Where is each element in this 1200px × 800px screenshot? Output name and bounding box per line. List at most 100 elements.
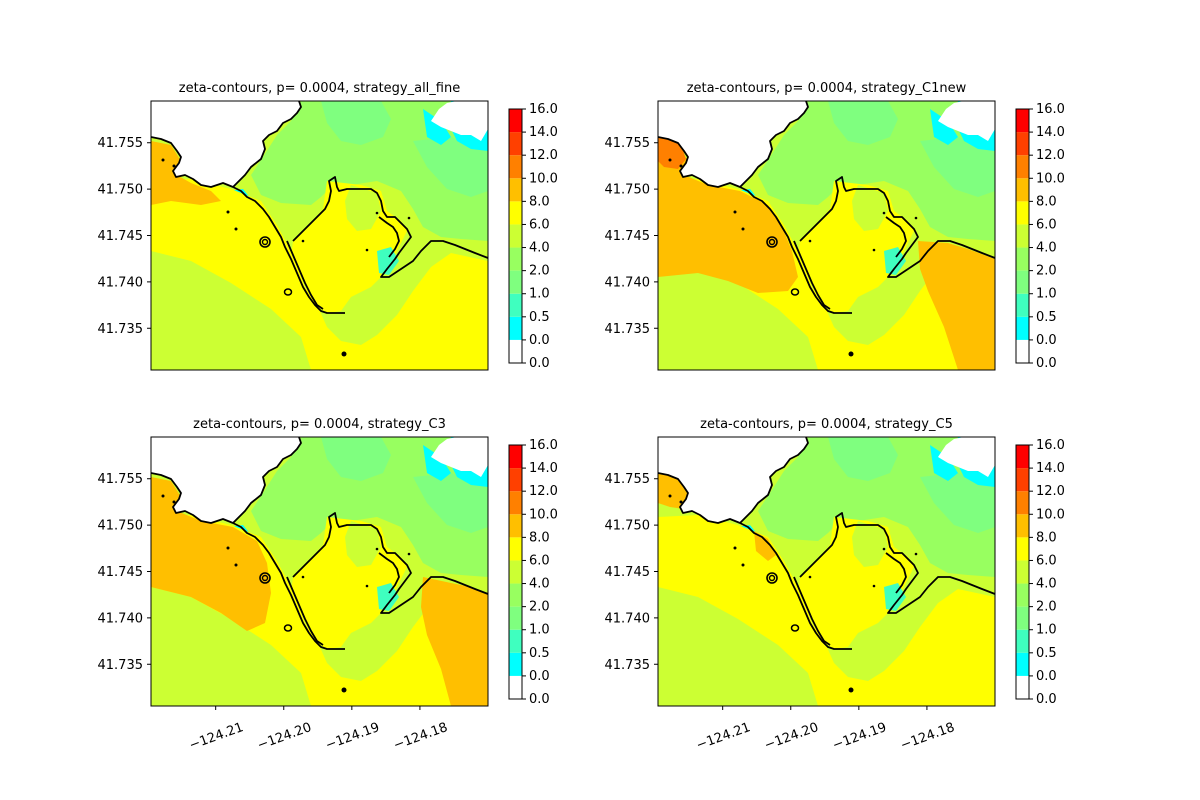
colorbar-tick-label: 16.0 — [529, 102, 558, 117]
colorbar-tick-label: 14.0 — [529, 461, 558, 476]
field-orange-zone — [658, 471, 688, 509]
field-cyan-patch — [930, 109, 958, 145]
colorbar-tick-label: 8.0 — [529, 194, 550, 209]
rock-dot — [365, 584, 369, 588]
colorbar-swatch — [509, 293, 522, 317]
rock-dot — [161, 494, 165, 498]
field-orange-zone — [151, 477, 271, 631]
y-tick-label: 41.750 — [98, 183, 144, 198]
colorbar-tick-label: 0.5 — [529, 646, 550, 661]
colorbar-swatch — [509, 583, 522, 607]
colorbar-tick-label: 14.0 — [529, 125, 558, 140]
colorbar-tick-label: 1.0 — [1036, 287, 1057, 302]
y-tick-label: 41.750 — [605, 183, 651, 198]
y-tick-label: 41.735 — [605, 658, 651, 673]
field-bay-lime — [852, 521, 888, 567]
field-bay-lime — [345, 185, 381, 231]
field-offshore-light-green — [920, 473, 995, 533]
rock-dot — [226, 210, 230, 214]
y-tick-label: 41.740 — [605, 275, 651, 290]
colorbar-swatch — [1016, 201, 1029, 225]
colorbar-tick-label: 10.0 — [529, 507, 558, 522]
colorbar-swatch — [1016, 339, 1029, 363]
field-dark-orange-zone — [658, 135, 686, 169]
field-lime-southwest — [151, 587, 311, 706]
rock-dot — [872, 248, 876, 252]
rock-dot — [365, 248, 369, 252]
colorbar-swatch — [509, 537, 522, 561]
field-bay-lime — [852, 185, 888, 231]
bay-inner-line — [885, 216, 907, 258]
field-orange-zone — [918, 241, 995, 370]
chart-panel: zeta-contours, p= 0.0004, strategy_C3 41.… — [98, 417, 558, 753]
y-tick-label: 41.755 — [605, 136, 651, 151]
colorbar: 0.0 0.0 0.5 1.0 2.0 4.0 6.0 8.0 10.0 12.0 14.0 16.0 — [1015, 102, 1065, 371]
north-shore-line — [739, 437, 809, 524]
rock-dot — [407, 552, 411, 556]
land-north — [658, 101, 808, 187]
colorbar-swatch — [1016, 247, 1029, 271]
colorbar-tick-label: 4.0 — [1036, 577, 1057, 592]
bay-inner-line — [885, 552, 907, 594]
colorbar-swatch — [1016, 675, 1029, 699]
field-offshore-light-green — [828, 437, 898, 481]
colorbar-swatch — [509, 247, 522, 271]
colorbar-swatch — [509, 468, 522, 492]
colorbar: 0.0 0.0 0.5 1.0 2.0 4.0 6.0 8.0 10.0 12.0 14.0 16.0 — [1015, 438, 1065, 707]
colorbar-tick-label: 12.0 — [1036, 484, 1065, 499]
colorbar-tick-label: 2.0 — [1036, 600, 1057, 615]
y-tick-label: 41.750 — [605, 519, 651, 534]
field-cyan-patch — [423, 445, 451, 481]
rock-dot — [341, 687, 347, 693]
rock-dot — [301, 239, 305, 243]
y-tick-label: 41.750 — [98, 519, 144, 534]
north-shore-line — [739, 101, 809, 188]
rock-dot — [808, 239, 812, 243]
colorbar-swatch — [1016, 293, 1029, 317]
colorbar-tick-label: 6.0 — [529, 217, 550, 232]
colorbar-swatch — [509, 270, 522, 294]
colorbar-tick-label: 10.0 — [1036, 171, 1065, 186]
colorbar-tick-label: 4.0 — [529, 241, 550, 256]
colorbar-swatch — [1016, 537, 1029, 561]
colorbar-swatch — [509, 491, 522, 515]
colorbar-tick-label: 6.0 — [1036, 217, 1057, 232]
island-contour — [768, 574, 776, 582]
rock-dot — [872, 584, 876, 588]
colorbar-tick-label: 14.0 — [1036, 461, 1065, 476]
colorbar-tick-label: 0.0 — [529, 669, 550, 684]
colorbar-swatch — [509, 109, 522, 133]
colorbar-tick-label: 16.0 — [529, 438, 558, 453]
rock-dot — [882, 211, 886, 215]
rock-dot — [733, 546, 737, 550]
colorbar-tick-label: 16.0 — [1036, 438, 1065, 453]
island-contour — [766, 236, 778, 248]
colorbar-tick-label: 2.0 — [529, 600, 550, 615]
rock-contour — [790, 288, 800, 296]
colorbar-tick-label: 0.5 — [1036, 646, 1057, 661]
rock-dot — [914, 552, 918, 556]
coastline — [151, 472, 345, 650]
north-shore-line — [232, 437, 302, 524]
field-cyan-patch — [423, 109, 451, 145]
colorbar-swatch — [1016, 132, 1029, 156]
rock-dot — [301, 575, 305, 579]
rock-dot — [848, 351, 854, 357]
colorbar-tick-label: 12.0 — [529, 484, 558, 499]
bay-coastline — [292, 512, 488, 614]
coastline — [658, 472, 852, 650]
north-shore-line — [232, 101, 302, 188]
y-tick-label: 41.745 — [98, 229, 144, 244]
colorbar-swatch — [1016, 270, 1029, 294]
colorbar-swatch — [1016, 652, 1029, 676]
rock-dot — [679, 500, 683, 504]
colorbar-swatch — [509, 224, 522, 248]
island-contour — [261, 238, 269, 246]
colorbar-tick-label: 14.0 — [1036, 125, 1065, 140]
rock-dot — [741, 227, 745, 231]
field-lime-southwest — [658, 587, 818, 706]
jetty-line — [286, 240, 324, 310]
field-bay-teal — [377, 247, 399, 275]
colorbar-tick-label: 16.0 — [1036, 102, 1065, 117]
